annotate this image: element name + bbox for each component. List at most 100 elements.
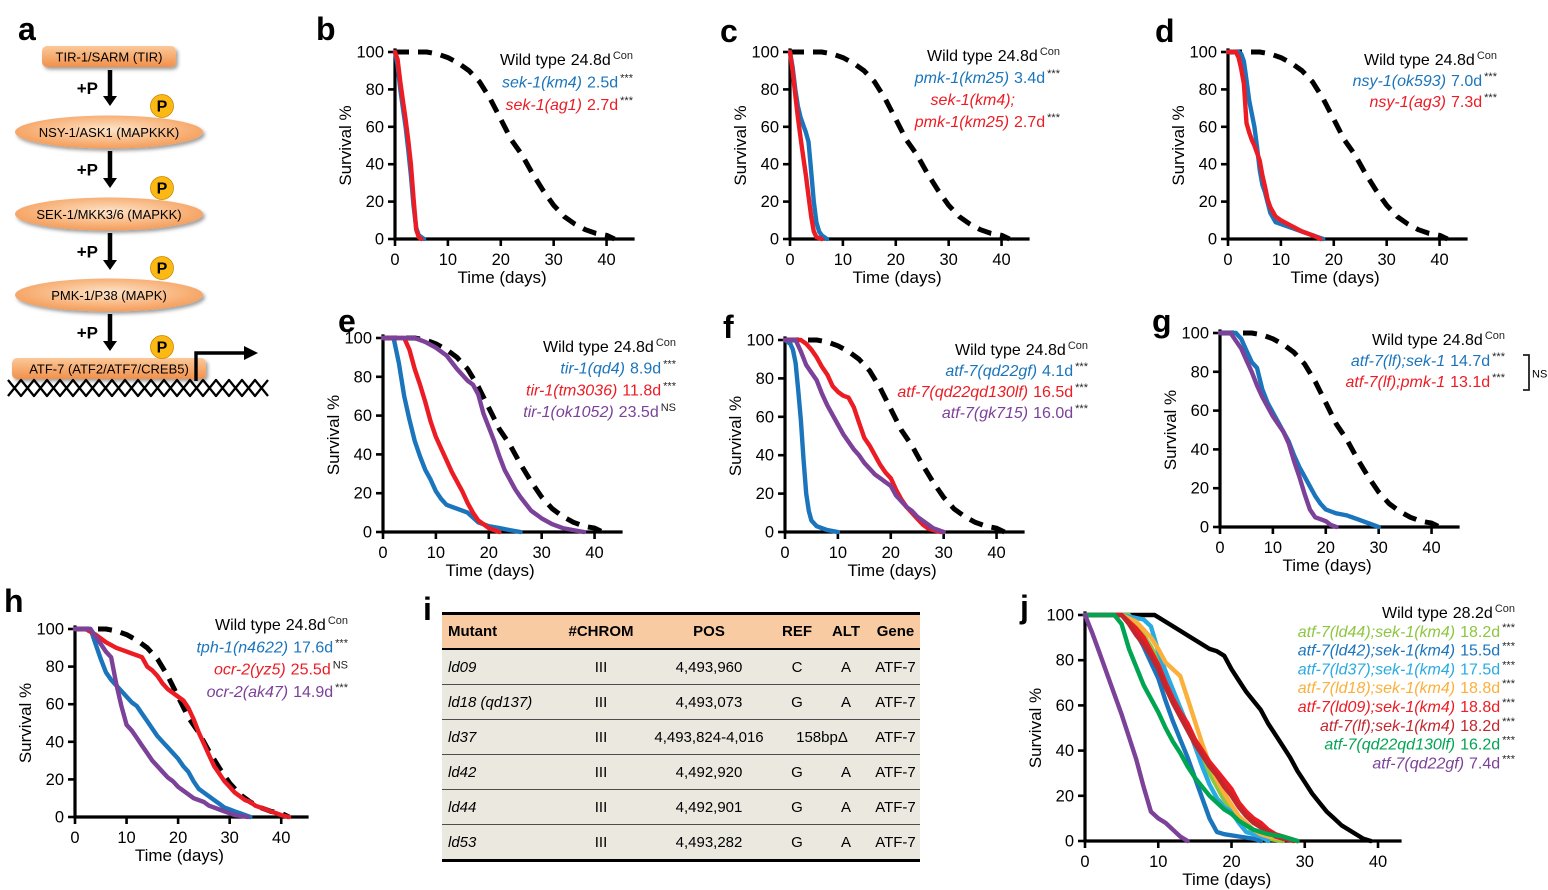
table-cell: ATF-7 xyxy=(871,789,920,825)
legend-entry: Wild type 24.8d Con xyxy=(1364,50,1497,69)
legend-entry: sek-1(km4); xyxy=(931,92,1015,109)
plus-p-label: +P xyxy=(77,161,98,180)
y-tick-label: 100 xyxy=(1189,44,1217,62)
column-header: REF xyxy=(773,612,821,650)
table-cell: ld37 xyxy=(442,719,557,755)
y-tick-label: 20 xyxy=(1056,787,1074,805)
legend-entry: pmk-1(km25) 2.7d *** xyxy=(914,112,1061,131)
legend-entry: Wild type 24.8d Con xyxy=(955,340,1088,359)
x-tick-label: 0 xyxy=(1215,539,1224,557)
y-tick-label: 40 xyxy=(1191,441,1209,459)
survival-curve-nsy-1(ag3) xyxy=(1225,49,1323,242)
table-cell: G xyxy=(773,684,821,720)
pathway-node xyxy=(15,197,203,231)
survival-chart-b: b 0 10 20 30 40 0 20 40 60 80 100 Time (days) Surviva… xyxy=(316,11,635,287)
y-tick-label: 100 xyxy=(356,44,384,62)
panel-label: i xyxy=(423,591,432,627)
x-tick-label: 20 xyxy=(1222,853,1240,871)
y-tick-label: 40 xyxy=(46,733,64,751)
table-row: ld42 III 4,492,920 G A ATF-7 xyxy=(442,754,920,790)
y-axis-title: Survival % xyxy=(336,105,355,185)
x-axis-title: Time (days) xyxy=(1291,268,1380,287)
phospho-label: P xyxy=(157,340,168,357)
legend-entry: Wild type 24.8d Con xyxy=(543,337,676,356)
x-axis-title: Time (days) xyxy=(1182,870,1271,889)
y-tick-label: 40 xyxy=(756,447,774,465)
table-cell: A xyxy=(821,754,871,790)
survival-curve-tir-1(ok1052) xyxy=(380,335,587,535)
y-axis-title: Survival % xyxy=(1026,688,1045,768)
x-tick-label: 20 xyxy=(169,829,187,847)
y-axis-title: Survival % xyxy=(1161,390,1180,470)
survival-curve-Wild type xyxy=(790,49,1011,242)
table-row: ld37 III 4,493,824-4,016 158bpΔ ATF-7 xyxy=(442,719,920,755)
x-tick-label: 30 xyxy=(939,251,957,269)
y-tick-label: 80 xyxy=(756,370,774,388)
legend-entry: tir-1(ok1052) 23.5d NS xyxy=(523,402,676,421)
table-cell: ATF-7 xyxy=(871,649,920,685)
x-axis-title: Time (days) xyxy=(446,561,535,580)
survival-curve-atf-7(lf);sek-1(km4) xyxy=(1082,612,1297,844)
y-tick-label: 60 xyxy=(756,408,774,426)
phospho-badge-icon xyxy=(150,94,174,118)
survival-curve-atf-7(qd22qd130lf) xyxy=(1082,612,1300,844)
y-axis-title: Survival % xyxy=(726,396,745,476)
column-header: #CHROM xyxy=(557,612,645,650)
survival-curve-sek-1(km4); xyxy=(787,49,824,242)
legend-entry: sek-1(ag1) 2.7d *** xyxy=(506,95,634,114)
y-tick-label: 0 xyxy=(1065,833,1074,851)
arrowhead-icon xyxy=(103,178,117,188)
table-cell: ATF-7 xyxy=(871,824,920,862)
x-tick-label: 30 xyxy=(220,829,238,847)
table-cell: ld42 xyxy=(442,754,557,790)
table-cell: G xyxy=(773,754,821,790)
table-cell: III xyxy=(557,789,645,825)
y-tick-label: 40 xyxy=(366,156,384,174)
x-tick-label: 20 xyxy=(887,251,905,269)
legend-entry: atf-7(qd22gf) 4.1d *** xyxy=(945,361,1088,380)
table-cell: III xyxy=(557,649,645,685)
x-tick-label: 40 xyxy=(1430,251,1448,269)
table-cell: III xyxy=(557,824,645,862)
x-tick-label: 30 xyxy=(1369,539,1387,557)
survival-curve-Wild type xyxy=(395,49,616,242)
plus-p-label: +P xyxy=(77,324,98,343)
table-row: ld18 (qd137) III 4,493,073 G A ATF-7 xyxy=(442,684,920,720)
table-cell: ATF-7 xyxy=(871,684,920,720)
table-cell: G xyxy=(773,824,821,862)
y-tick-label: 0 xyxy=(1208,231,1217,249)
x-tick-label: 10 xyxy=(1272,251,1290,269)
survival-curve-atf-7(ld09);sek-1(km4) xyxy=(1082,612,1300,844)
phospho-badge-icon xyxy=(150,256,174,280)
y-tick-label: 60 xyxy=(761,118,779,136)
y-tick-label: 40 xyxy=(354,446,372,464)
x-axis-title: Time (days) xyxy=(135,846,224,865)
panel-label: g xyxy=(1152,303,1172,339)
transcription-arrow xyxy=(194,351,246,381)
table-cell: III xyxy=(557,754,645,790)
x-axis-title: Time (days) xyxy=(1283,556,1372,575)
ns-bracket xyxy=(1523,354,1530,391)
column-header: ALT xyxy=(821,612,871,650)
legend-entry: atf-7(ld42);sek-1(km4) 15.5d *** xyxy=(1298,641,1516,660)
y-tick-label: 80 xyxy=(354,368,372,386)
legend-entry: atf-7(lf);sek-1(km4) 18.2d *** xyxy=(1320,716,1516,735)
y-tick-label: 40 xyxy=(761,156,779,174)
panel-label: a xyxy=(18,11,36,47)
x-axis-title: Time (days) xyxy=(853,268,942,287)
y-tick-label: 0 xyxy=(55,809,64,827)
legend-entry: ocr-2(yz5) 25.5d NS xyxy=(214,660,348,679)
table-cell: 4,492,901 xyxy=(645,789,773,825)
pathway-node-label: PMK-1/P38 (MAPK) xyxy=(51,288,167,303)
survival-chart-f: f 0 10 20 30 40 0 20 40 60 80 100 Time (days) Surviva… xyxy=(723,309,1089,580)
pathway-node-label: SEK-1/MKK3/6 (MAPKK) xyxy=(36,207,181,222)
survival-curve-atf-7(gk715) xyxy=(782,337,946,535)
table-cell: 4,493,960 xyxy=(645,649,773,685)
ns-label: NS xyxy=(1532,369,1547,381)
y-tick-label: 20 xyxy=(756,485,774,503)
phospho-label: P xyxy=(157,99,168,116)
x-tick-label: 30 xyxy=(532,544,550,562)
y-tick-label: 80 xyxy=(46,658,64,676)
table-cell: A xyxy=(821,789,871,825)
